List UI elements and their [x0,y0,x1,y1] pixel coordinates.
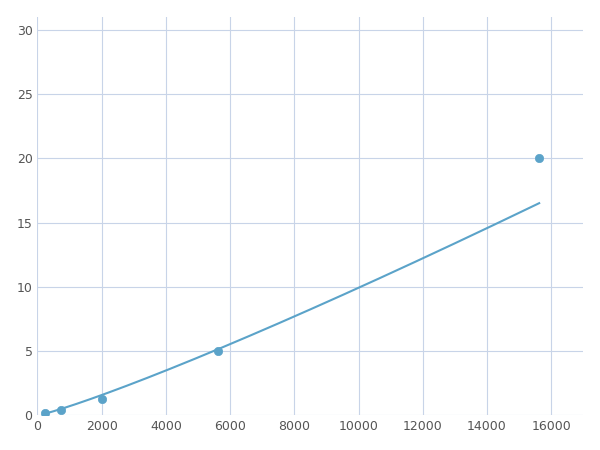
Point [56,407,66,414]
Point [41,410,50,417]
Point [535,155,544,162]
Point [213,347,223,355]
Point [97,395,106,402]
